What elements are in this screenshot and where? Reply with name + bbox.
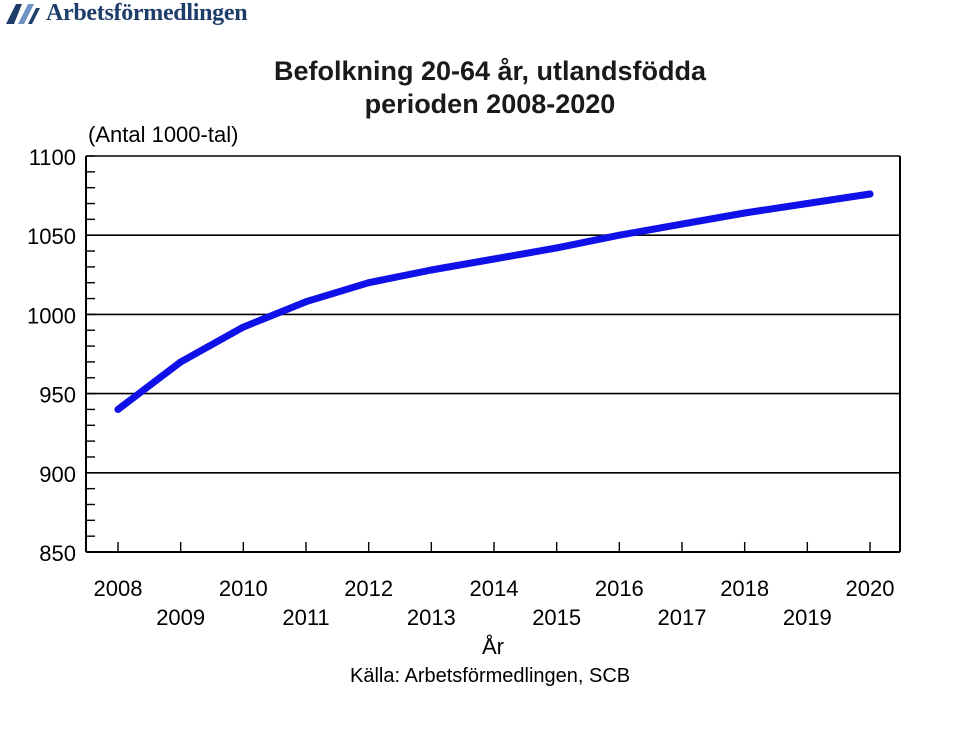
data-point bbox=[553, 244, 561, 252]
data-point bbox=[866, 190, 874, 198]
x-tick-label: 2016 bbox=[595, 576, 644, 601]
x-tick-label: 2019 bbox=[783, 605, 832, 630]
data-point bbox=[177, 358, 185, 366]
x-tick-label: 2017 bbox=[658, 605, 707, 630]
y-tick-label: 1100 bbox=[29, 145, 76, 170]
x-tick-label: 2008 bbox=[94, 576, 143, 601]
data-point bbox=[239, 323, 247, 331]
x-tick-label: 2013 bbox=[407, 605, 456, 630]
data-point bbox=[741, 209, 749, 217]
series-line bbox=[114, 190, 874, 413]
chart-title-line2: perioden 2008-2020 bbox=[364, 89, 616, 119]
y-tick-label: 850 bbox=[39, 541, 76, 566]
data-point bbox=[114, 405, 122, 413]
x-tick-label: 2010 bbox=[219, 576, 268, 601]
y-tick-label: 950 bbox=[39, 383, 76, 408]
data-point bbox=[678, 220, 686, 228]
data-point bbox=[803, 200, 811, 208]
x-tick-label: 2009 bbox=[156, 605, 205, 630]
y-axis-unit-label: (Antal 1000-tal) bbox=[88, 122, 239, 147]
data-point bbox=[302, 298, 310, 306]
arbetsformedlingen-logo-icon bbox=[6, 3, 40, 24]
logo-text: Arbetsförmedlingen bbox=[46, 0, 248, 26]
y-tick-label: 900 bbox=[39, 462, 76, 487]
y-tick-label: 1000 bbox=[27, 303, 76, 328]
x-tick-label: 2020 bbox=[846, 576, 895, 601]
x-tick-label: 2018 bbox=[720, 576, 769, 601]
chart-title-line1: Befolkning 20-64 år, utlandsfödda bbox=[273, 56, 707, 86]
data-point bbox=[490, 255, 498, 263]
x-tick-label: 2014 bbox=[470, 576, 519, 601]
source-note: Källa: Arbetsförmedlingen, SCB bbox=[350, 665, 631, 687]
x-axis-label: År bbox=[482, 634, 504, 659]
x-tick-label: 2015 bbox=[532, 605, 581, 630]
x-tick-label: 2011 bbox=[282, 605, 329, 630]
x-tick-label: 2012 bbox=[344, 576, 393, 601]
y-tick-label: 1050 bbox=[27, 224, 76, 249]
data-point bbox=[365, 279, 373, 287]
data-point bbox=[615, 231, 623, 239]
logo: Arbetsförmedlingen bbox=[6, 0, 248, 27]
data-point bbox=[427, 266, 435, 274]
